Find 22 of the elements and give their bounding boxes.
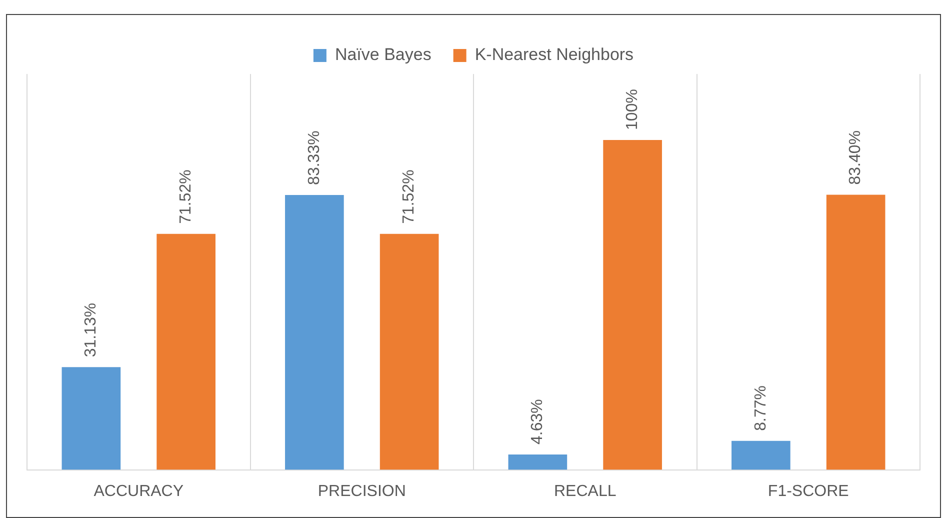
bar — [380, 234, 439, 470]
data-label: 100% — [624, 89, 641, 130]
bar — [826, 194, 886, 470]
x-tick-label: PRECISION — [318, 482, 406, 500]
bar — [285, 194, 344, 470]
data-label: 31.13% — [82, 302, 100, 358]
data-label: 71.52% — [177, 170, 194, 224]
bar — [508, 454, 568, 470]
bar — [156, 234, 216, 470]
data-label: 83.40% — [847, 130, 864, 185]
bar — [732, 440, 790, 470]
data-label: 4.63% — [529, 399, 546, 445]
data-label: 83.33% — [306, 130, 323, 185]
bar — [62, 367, 121, 470]
x-tick-label: F1-SCORE — [768, 482, 849, 500]
bar — [603, 140, 662, 470]
data-label: 71.52% — [400, 170, 418, 224]
legend-label: K-Nearest Neighbors — [474, 45, 634, 64]
data-label: 8.77% — [752, 386, 770, 431]
legend-label: Naïve Bayes — [334, 45, 432, 64]
x-tick-label: RECALL — [554, 482, 616, 500]
x-tick-label: ACCURACY — [94, 482, 184, 500]
